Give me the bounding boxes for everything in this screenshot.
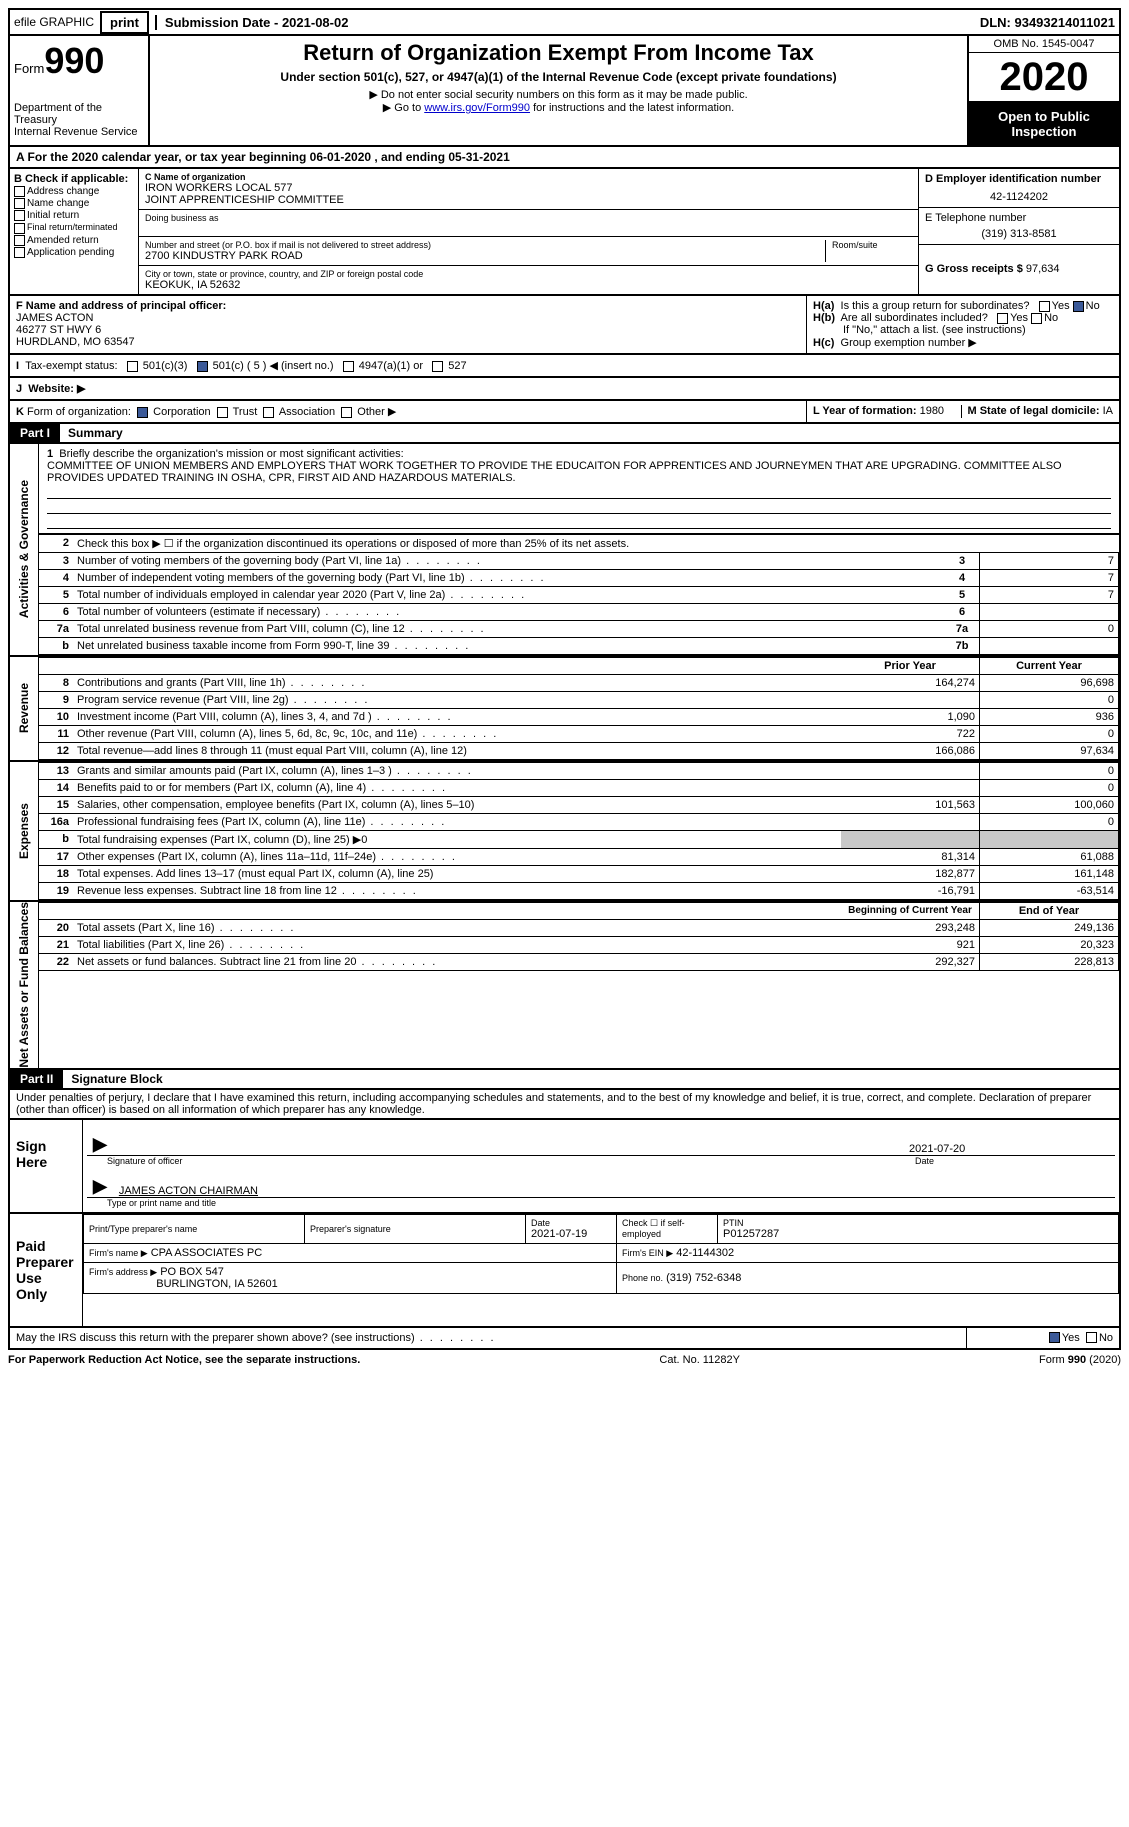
chk-pending[interactable]: Application pending (14, 247, 134, 258)
sign-here-label: Sign Here (10, 1120, 83, 1212)
h-block: H(a) Is this a group return for subordin… (806, 296, 1119, 353)
form-title: Return of Organization Exempt From Incom… (154, 40, 963, 66)
arrow-icon: ▶ (87, 1134, 113, 1155)
col-c: C Name of organization IRON WORKERS LOCA… (139, 169, 918, 294)
form-label: Form990 (14, 40, 144, 82)
sign-here-row: Sign Here ▶ 2021-07-20 Signature of offi… (8, 1120, 1121, 1214)
irs-yes-check[interactable] (1049, 1332, 1060, 1343)
top-bar: efile GRAPHIC print Submission Date - 20… (8, 8, 1121, 36)
irs-discuss-row: May the IRS discuss this return with the… (8, 1328, 1121, 1350)
print-button[interactable]: print (100, 11, 149, 34)
note1: ▶ Do not enter social security numbers o… (154, 88, 963, 101)
chk-final[interactable]: Final return/terminated (14, 222, 134, 233)
org-name1: IRON WORKERS LOCAL 577 (145, 182, 912, 194)
summary-exp: Expenses 13Grants and similar amounts pa… (8, 762, 1121, 902)
irs-no-check[interactable] (1086, 1332, 1097, 1343)
open-public: Open to Public Inspection (969, 103, 1119, 145)
table-ag: 2Check this box ▶ ☐ if the organization … (39, 534, 1119, 655)
tax-year: 2020 (969, 53, 1119, 103)
side-na: Net Assets or Fund Balances (10, 902, 39, 1068)
side-exp: Expenses (10, 762, 39, 900)
dept-bot: Internal Revenue Service (14, 126, 144, 138)
table-exp: 13Grants and similar amounts paid (Part … (39, 762, 1119, 900)
phone-block: E Telephone number (319) 313-8581 (919, 208, 1119, 245)
city-block: City or town, state or province, country… (139, 266, 918, 294)
city: KEOKUK, IA 52632 (145, 279, 912, 291)
street-block: Number and street (or P.O. box if mail i… (139, 237, 918, 266)
part1-header: Part I Summary (8, 424, 1121, 444)
dba-block: Doing business as (139, 210, 918, 237)
note2: ▶ Go to www.irs.gov/Form990 for instruct… (154, 101, 963, 114)
summary-na: Net Assets or Fund Balances Beginning of… (8, 902, 1121, 1070)
street: 2700 KINDUSTRY PARK ROAD (145, 250, 825, 262)
table-rev: Prior YearCurrent Year 8Contributions an… (39, 657, 1119, 760)
footer-left: For Paperwork Reduction Act Notice, see … (8, 1354, 360, 1366)
sign-body: ▶ 2021-07-20 Signature of officer Date ▶… (83, 1120, 1119, 1212)
dln-label: DLN: 93493214011021 (980, 15, 1115, 30)
footer-right: Form 990 (2020) (1039, 1354, 1121, 1366)
header-row: Form990 Department of the Treasury Inter… (8, 36, 1121, 147)
part2-header: Part II Signature Block (8, 1070, 1121, 1090)
omb-number: OMB No. 1545-0047 (969, 36, 1119, 53)
header-right: OMB No. 1545-0047 2020 Open to Public In… (967, 36, 1119, 145)
chk-name[interactable]: Name change (14, 198, 134, 209)
paid-preparer-row: Paid Preparer Use Only Print/Type prepar… (8, 1214, 1121, 1328)
header-mid: Return of Organization Exempt From Incom… (150, 36, 967, 145)
summary-ag: Activities & Governance 1 Briefly descri… (8, 444, 1121, 657)
table-na: Beginning of Current YearEnd of Year 20T… (39, 902, 1119, 971)
mission-block: 1 Briefly describe the organization's mi… (39, 444, 1119, 534)
org-name2: JOINT APPRENTICESHIP COMMITTEE (145, 194, 912, 206)
row-a: A For the 2020 calendar year, or tax yea… (8, 147, 1121, 169)
col-b-header: B Check if applicable: (14, 173, 134, 185)
gross-block: G Gross receipts $ 97,634 (919, 245, 1119, 279)
col-right: D Employer identification number 42-1124… (918, 169, 1119, 294)
principal-officer: F Name and address of principal officer:… (10, 296, 806, 353)
side-ag: Activities & Governance (10, 444, 39, 655)
chk-address[interactable]: Address change (14, 186, 134, 197)
chk-amended[interactable]: Amended return (14, 235, 134, 246)
header-left: Form990 Department of the Treasury Inter… (10, 36, 150, 145)
arrow-icon: ▶ (87, 1176, 113, 1197)
efile-label: efile GRAPHIC (14, 15, 94, 29)
row-j: J Website: ▶ (8, 378, 1121, 401)
ein-block: D Employer identification number 42-1124… (919, 169, 1119, 208)
row-i: I Tax-exempt status: 501(c)(3) 501(c) ( … (8, 355, 1121, 378)
prep-table: Print/Type preparer's name Preparer's si… (83, 1214, 1119, 1294)
irs-link[interactable]: www.irs.gov/Form990 (424, 102, 530, 114)
row-k: K Form of organization: Corporation Trus… (8, 401, 1121, 424)
dept-top: Department of the Treasury (14, 102, 144, 126)
submission-date: Submission Date - 2021-08-02 (155, 15, 974, 30)
form-subtitle: Under section 501(c), 527, or 4947(a)(1)… (154, 70, 963, 84)
org-name-block: C Name of organization IRON WORKERS LOCA… (139, 169, 918, 210)
prep-label: Paid Preparer Use Only (10, 1214, 83, 1326)
col-b: B Check if applicable: Address change Na… (10, 169, 139, 294)
footer: For Paperwork Reduction Act Notice, see … (8, 1350, 1121, 1366)
summary-rev: Revenue Prior YearCurrent Year 8Contribu… (8, 657, 1121, 762)
sig-disclaimer: Under penalties of perjury, I declare th… (8, 1090, 1121, 1120)
side-rev: Revenue (10, 657, 39, 760)
footer-mid: Cat. No. 11282Y (659, 1354, 740, 1366)
row-f-h: F Name and address of principal officer:… (8, 296, 1121, 355)
chk-initial[interactable]: Initial return (14, 210, 134, 221)
section-bcd: B Check if applicable: Address change Na… (8, 169, 1121, 296)
